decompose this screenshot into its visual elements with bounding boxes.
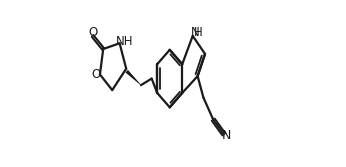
Text: NH: NH [116, 35, 133, 48]
Text: O: O [89, 26, 98, 39]
Text: N: N [222, 129, 231, 142]
Text: N: N [191, 26, 199, 39]
Polygon shape [126, 70, 141, 85]
Text: H: H [193, 26, 202, 39]
Text: O: O [92, 68, 101, 81]
